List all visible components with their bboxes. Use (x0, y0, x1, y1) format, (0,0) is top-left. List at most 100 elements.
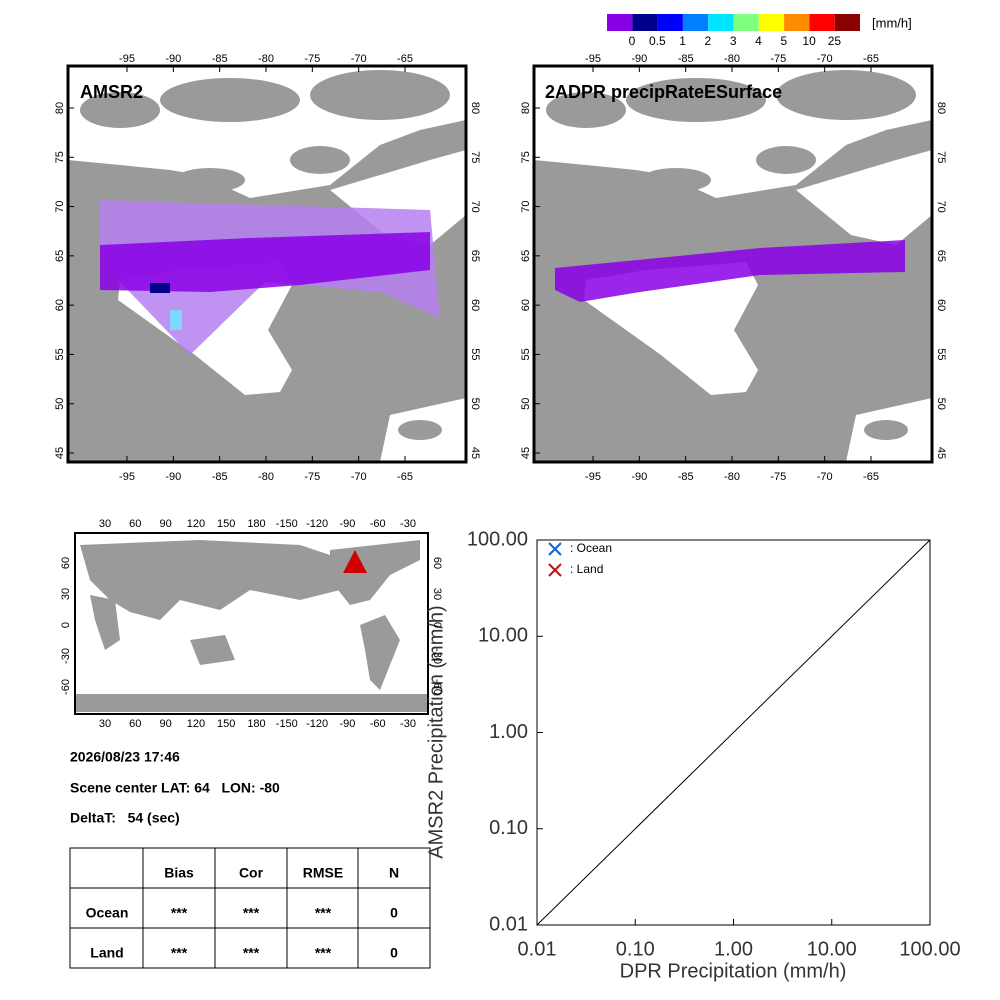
map-frame (532, 64, 934, 464)
lat-tick-label: 80 (469, 102, 481, 114)
lon-tick-label: -30 (400, 518, 416, 530)
lat-tick-label: 45 (935, 447, 947, 459)
lat-tick-label: 70 (54, 200, 66, 212)
lon-tick-label: -80 (258, 53, 274, 65)
precip-cell (150, 283, 170, 293)
lon-tick-label: -65 (397, 471, 413, 483)
lat-tick-label: 70 (935, 200, 947, 212)
colorbar-label: 3 (730, 34, 737, 48)
lat-tick-label: 50 (935, 398, 947, 410)
lon-tick-label: 150 (217, 518, 235, 530)
lat-tick-label: 60 (469, 299, 481, 311)
table-cell: Ocean (86, 905, 129, 921)
lat-tick-label: 60 (935, 299, 947, 311)
lon-tick-label: -90 (165, 53, 181, 65)
table-cell: 0 (390, 905, 398, 921)
lat-tick-label: 50 (54, 398, 66, 410)
lon-tick-label: 60 (129, 518, 141, 530)
y-tick-label: 10.00 (478, 625, 528, 647)
lon-tick-label: -75 (770, 53, 786, 65)
colorbar-swatch (657, 14, 683, 31)
colorbar-label: 0.5 (649, 34, 666, 48)
lon-tick-label: -60 (370, 518, 386, 530)
lon-tick-label: -75 (304, 53, 320, 65)
lat-tick-label: 50 (469, 398, 481, 410)
lon-tick-label: 150 (217, 718, 235, 730)
x-tick-label: 100.00 (899, 938, 960, 960)
table-cell: *** (315, 905, 332, 921)
lat-tick-label: 65 (935, 250, 947, 262)
lat-tick-label: 70 (520, 200, 532, 212)
x-tick-label: 1.00 (714, 938, 753, 960)
scene-center: Scene center LAT: 64 LON: -80 (70, 780, 280, 796)
stats-table (69, 847, 431, 969)
lat-tick-label: 75 (520, 151, 532, 163)
lon-tick-label: 180 (247, 518, 265, 530)
lon-tick-label: -95 (585, 53, 601, 65)
colorbar-label: 25 (828, 34, 842, 48)
lat-tick-label: 75 (54, 151, 66, 163)
table-cell: *** (243, 905, 260, 921)
lon-tick-label: -90 (631, 471, 647, 483)
table-cell: *** (315, 945, 332, 961)
lon-tick-label: -85 (678, 471, 694, 483)
lon-tick-label: -120 (306, 718, 328, 730)
colorbar-label: 0 (629, 34, 636, 48)
legend-label: : Ocean (570, 541, 612, 555)
lon-tick-label: -120 (306, 518, 328, 530)
lat-tick-label: 60 (431, 557, 443, 569)
colorbar-label: 5 (780, 34, 787, 48)
y-axis-label: AMSR2 Precipitation (mm/h) (425, 605, 447, 858)
table-cell: 0 (390, 945, 398, 961)
lat-tick-label: 65 (520, 250, 532, 262)
lon-tick-label: -65 (863, 471, 879, 483)
precip-cell (170, 310, 182, 330)
lon-tick-label: -90 (339, 718, 355, 730)
lon-tick-label: -65 (397, 53, 413, 65)
lat-tick-label: 50 (520, 398, 532, 410)
lon-tick-label: -85 (212, 471, 228, 483)
lat-tick-label: 45 (520, 447, 532, 459)
colorbar-label: 2 (705, 34, 712, 48)
lon-tick-label: -90 (165, 471, 181, 483)
lat-tick-label: 65 (469, 250, 481, 262)
datetime: 2026/08/23 17:46 (70, 749, 180, 765)
colorbar-swatch (784, 14, 810, 31)
table-cell: *** (243, 945, 260, 961)
lat-tick-label: -30 (431, 648, 443, 664)
colorbar-swatch (758, 14, 785, 31)
lon-tick-label: -70 (817, 471, 833, 483)
x-tick-label: 0.01 (518, 938, 557, 960)
lon-tick-label: 120 (187, 518, 205, 530)
one-to-one-line (536, 539, 931, 926)
legend-marker (548, 563, 562, 577)
lon-tick-label: -70 (817, 53, 833, 65)
lon-tick-label: -80 (258, 471, 274, 483)
lon-tick-label: -65 (863, 53, 879, 65)
lat-tick-label: 80 (520, 102, 532, 114)
table-cell: Land (90, 945, 123, 961)
colorbar-label: 10 (802, 34, 816, 48)
lon-tick-label: -90 (339, 518, 355, 530)
lon-tick-label: -85 (678, 53, 694, 65)
lon-tick-label: -70 (351, 471, 367, 483)
x-tick-label: 0.10 (616, 938, 655, 960)
lat-tick-label: 55 (54, 348, 66, 360)
legend-marker (548, 542, 562, 556)
scene-marker (343, 550, 367, 573)
colorbar-swatch (632, 14, 658, 31)
lat-tick-label: 55 (520, 348, 532, 360)
lat-tick-label: 65 (54, 250, 66, 262)
colorbar-swatch (809, 14, 835, 31)
x-tick-label: 10.00 (807, 938, 857, 960)
lon-tick-label: 180 (247, 718, 265, 730)
lat-tick-label: 60 (520, 299, 532, 311)
lon-tick-label: 30 (99, 518, 111, 530)
lon-tick-label: -95 (585, 471, 601, 483)
lon-tick-label: 90 (159, 518, 171, 530)
lat-tick-label: -60 (431, 679, 443, 695)
lat-tick-label: 0 (60, 622, 72, 628)
lat-tick-label: 80 (935, 102, 947, 114)
